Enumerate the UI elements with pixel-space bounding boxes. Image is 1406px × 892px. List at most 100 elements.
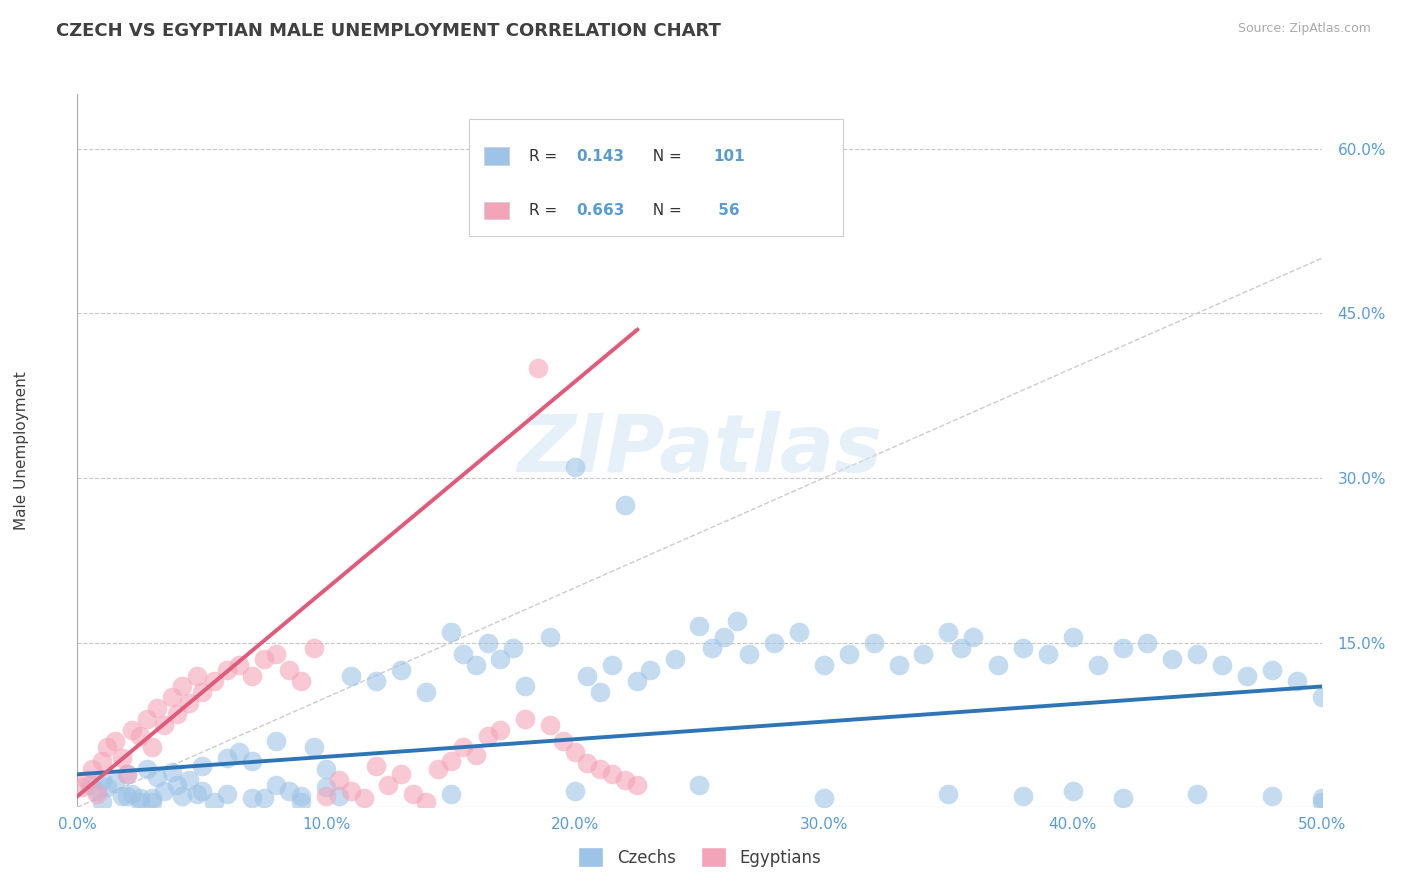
Text: N =: N = [644,149,688,164]
Point [315,762,337,776]
Point [121,787,143,801]
Point [1012,789,1035,804]
Bar [484,147,509,165]
Point [377,778,399,792]
Point [589,762,612,776]
Point [290,673,312,688]
Point [115,767,138,781]
Point [912,647,935,661]
Point [613,499,636,513]
Point [949,641,972,656]
Point [186,668,208,682]
Point [389,663,412,677]
Point [340,668,363,682]
Point [191,685,214,699]
Point [1111,791,1133,805]
Point [763,635,786,649]
Point [502,641,524,656]
Point [111,751,134,765]
Text: R =: R = [529,149,562,164]
Point [738,647,761,661]
Point [202,673,225,688]
Point [564,745,586,759]
Point [1187,647,1209,661]
Point [82,762,104,776]
Point [121,723,143,738]
Text: 0.663: 0.663 [576,203,624,218]
Point [240,754,263,768]
Point [887,657,910,672]
Point [602,657,624,672]
Point [228,657,250,672]
Bar [484,202,509,219]
Point [1310,690,1333,705]
Point [228,745,250,759]
Point [215,663,238,677]
Point [1310,791,1333,805]
Point [364,673,387,688]
Point [266,778,288,792]
Point [146,770,169,784]
Text: N =: N = [644,203,688,218]
Point [340,784,363,798]
Point [91,795,114,809]
Point [576,668,599,682]
Point [104,776,127,790]
Point [700,641,723,656]
Point [538,718,561,732]
Text: Male Unemployment: Male Unemployment [14,371,30,530]
Point [240,791,263,805]
Point [96,739,118,754]
Point [451,739,474,754]
Point [290,789,312,804]
Point [526,361,548,376]
Point [1236,668,1258,682]
Point [489,723,512,738]
Point [564,784,586,798]
Point [153,718,176,732]
Point [328,789,350,804]
Point [170,789,193,804]
Text: 56: 56 [713,203,740,218]
Point [166,778,188,792]
Point [86,784,108,798]
Point [862,635,884,649]
Point [477,729,499,743]
Point [160,690,183,705]
Point [153,784,176,798]
Point [1211,657,1233,672]
Point [302,739,325,754]
Text: ZIPatlas: ZIPatlas [517,411,882,490]
Point [290,795,312,809]
Point [477,635,499,649]
Point [160,765,183,780]
Point [464,657,486,672]
Point [86,787,108,801]
Point [315,789,337,804]
Point [170,680,193,694]
Point [302,641,325,656]
Point [146,701,169,715]
Point [440,754,463,768]
Point [389,767,412,781]
Point [689,778,711,792]
Point [128,729,150,743]
Text: 101: 101 [713,149,745,164]
Point [838,647,860,661]
Point [115,767,138,781]
Point [1087,657,1109,672]
Point [240,668,263,682]
Point [1310,795,1333,809]
Point [489,652,512,666]
Point [813,791,835,805]
Point [1062,630,1084,644]
Point [277,784,299,798]
Point [96,780,118,795]
Point [415,795,437,809]
Point [179,772,201,787]
Point [451,647,474,661]
Point [415,685,437,699]
Point [253,791,276,805]
Point [1261,789,1284,804]
Point [115,789,138,804]
